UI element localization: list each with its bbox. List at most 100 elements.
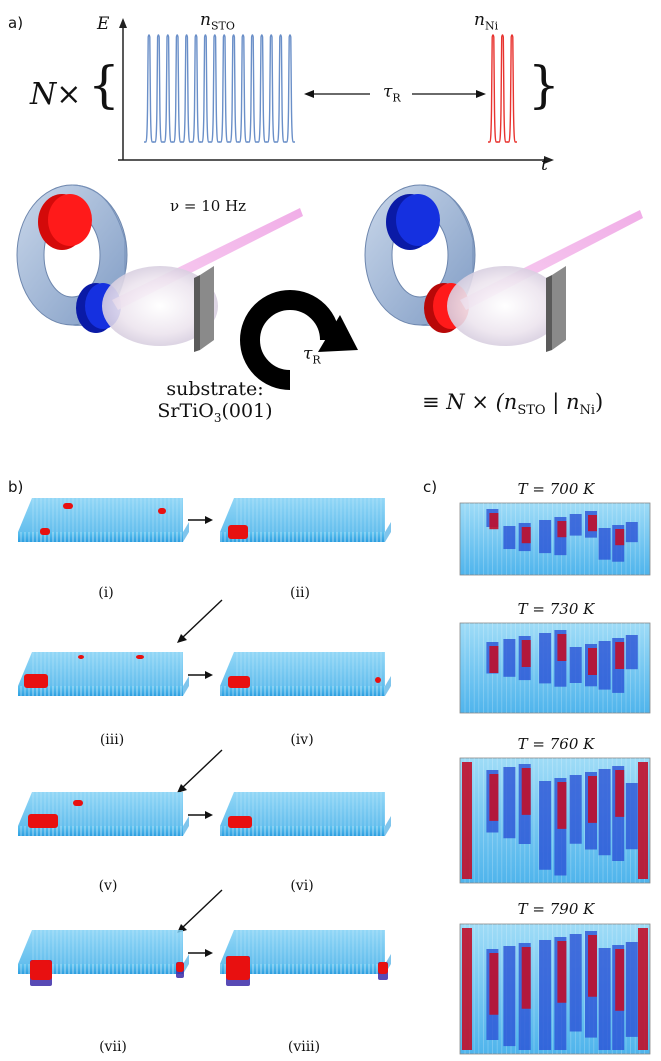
temperature-790-label: T = 790 K xyxy=(517,900,595,918)
blue-column xyxy=(569,514,582,536)
slab-side-face xyxy=(385,522,391,542)
red-column xyxy=(521,947,531,1009)
simulation-snapshots xyxy=(18,498,391,986)
left-plasma-plume xyxy=(102,266,218,346)
snapshot-arrow-ii-iii xyxy=(177,599,223,643)
right-blue-target xyxy=(386,194,440,250)
snapshot-arrow-vi-vii xyxy=(177,889,223,933)
red-column xyxy=(588,648,597,675)
red-column xyxy=(615,770,625,817)
ni-cluster xyxy=(158,508,166,514)
slab-snapshot xyxy=(18,930,189,986)
left-red-target xyxy=(38,194,92,250)
caption-vii: (vii) xyxy=(99,1039,127,1055)
sto-pulse xyxy=(153,34,164,143)
right-substrate xyxy=(546,266,566,352)
brace-close: } xyxy=(528,56,560,114)
red-column xyxy=(615,642,625,669)
blue-column xyxy=(503,639,516,677)
sto-pulse xyxy=(209,34,220,143)
blue-column xyxy=(539,633,552,684)
slab-snapshot xyxy=(18,792,189,836)
tau-arrow-right-head xyxy=(476,90,486,98)
snapshot-arrow-v-vi xyxy=(188,811,213,819)
ni-pulse xyxy=(497,34,508,143)
caption-i: (i) xyxy=(98,585,114,601)
blue-column xyxy=(598,769,611,856)
red-column xyxy=(588,515,597,532)
time-axis-label: t xyxy=(541,155,548,175)
slab-side-face xyxy=(183,522,189,542)
red-column xyxy=(588,776,597,823)
slab-columns xyxy=(32,498,183,542)
ni-cluster xyxy=(378,962,388,974)
slab-snapshot xyxy=(220,930,391,986)
red-column xyxy=(521,527,531,544)
slab-columns xyxy=(234,652,385,696)
blue-column xyxy=(503,767,516,839)
red-column xyxy=(557,521,567,538)
rotation-arrow xyxy=(240,290,358,390)
caption-viii: (viii) xyxy=(287,1039,321,1055)
red-column xyxy=(489,513,499,530)
slab-columns xyxy=(234,792,385,836)
sto-pulse xyxy=(275,34,286,143)
cross-section-box xyxy=(459,502,651,576)
temperature-700-label: T = 700 K xyxy=(517,480,595,498)
equivalence-formula: ≡ N × (nSTO | nNi) xyxy=(422,390,604,419)
sto-pulse xyxy=(266,34,277,143)
snapshot-arrow-iii-iv xyxy=(188,671,213,679)
cross-section-box xyxy=(459,757,651,884)
brace-open: { xyxy=(88,56,120,114)
sto-pulse xyxy=(144,34,154,143)
ni-cluster xyxy=(375,677,381,683)
blue-column xyxy=(569,647,582,683)
sto-pulse xyxy=(219,34,230,143)
slab-side-face xyxy=(385,676,391,696)
slab-side-face xyxy=(183,676,189,696)
red-column xyxy=(489,774,499,821)
sto-pulse xyxy=(285,34,295,143)
sto-pulse xyxy=(181,34,192,143)
red-column xyxy=(615,949,625,1011)
ni-cluster xyxy=(40,528,50,535)
red-column xyxy=(521,768,531,815)
slab-side-face xyxy=(183,816,189,836)
blue-column xyxy=(539,781,552,870)
ni-pulse-train xyxy=(488,34,517,143)
sto-pulse-train xyxy=(144,34,295,143)
blue-column xyxy=(625,635,638,670)
substrate-label: substrate: SrTiO3(001) xyxy=(157,378,273,425)
temperature-760-label: T = 760 K xyxy=(517,735,595,753)
slab-columns xyxy=(32,652,183,696)
edge-column-left xyxy=(462,928,472,1050)
blue-column xyxy=(539,940,552,1050)
slab-side-face xyxy=(183,954,189,974)
x-axis-arrow xyxy=(544,156,554,164)
slab-snapshot xyxy=(220,792,391,836)
blue-column xyxy=(539,520,552,554)
red-column xyxy=(557,941,567,1003)
tau-arrow-left-head xyxy=(304,90,314,98)
red-column xyxy=(489,953,499,1015)
edge-column-right xyxy=(638,928,648,1050)
n-sto-label: nSTO xyxy=(200,10,235,33)
caption-v: (v) xyxy=(98,878,118,894)
cross-section-box xyxy=(459,923,651,1055)
slab-columns xyxy=(234,930,385,974)
sto-pulse xyxy=(238,34,248,143)
slab-snapshot xyxy=(220,652,391,696)
sto-pulse xyxy=(172,34,183,143)
red-column xyxy=(615,529,625,546)
pld-illustration xyxy=(16,184,643,390)
energy-axis-label: E xyxy=(97,14,110,34)
blue-column xyxy=(625,942,638,1037)
slab-snapshot xyxy=(220,498,391,542)
snapshot-arrow-iv-v xyxy=(177,749,223,793)
ni-cluster xyxy=(78,655,84,659)
snapshot-arrow-vii-viii xyxy=(188,949,213,957)
ni-cluster xyxy=(30,960,52,980)
slab-snapshot xyxy=(18,498,189,542)
sto-pulse xyxy=(247,34,258,143)
ni-cluster xyxy=(228,525,248,539)
